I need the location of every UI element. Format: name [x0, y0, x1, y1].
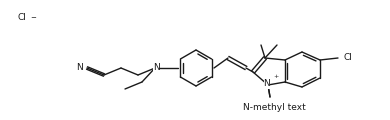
Text: N: N: [76, 63, 83, 72]
Text: −: −: [30, 15, 36, 21]
Text: N: N: [152, 63, 160, 72]
Text: N: N: [264, 79, 270, 89]
Text: Cl: Cl: [18, 14, 27, 23]
Text: Cl: Cl: [344, 54, 353, 63]
Text: N-methyl text: N-methyl text: [243, 103, 305, 112]
Text: +: +: [273, 75, 278, 79]
Text: methyl implied: methyl implied: [246, 38, 268, 42]
